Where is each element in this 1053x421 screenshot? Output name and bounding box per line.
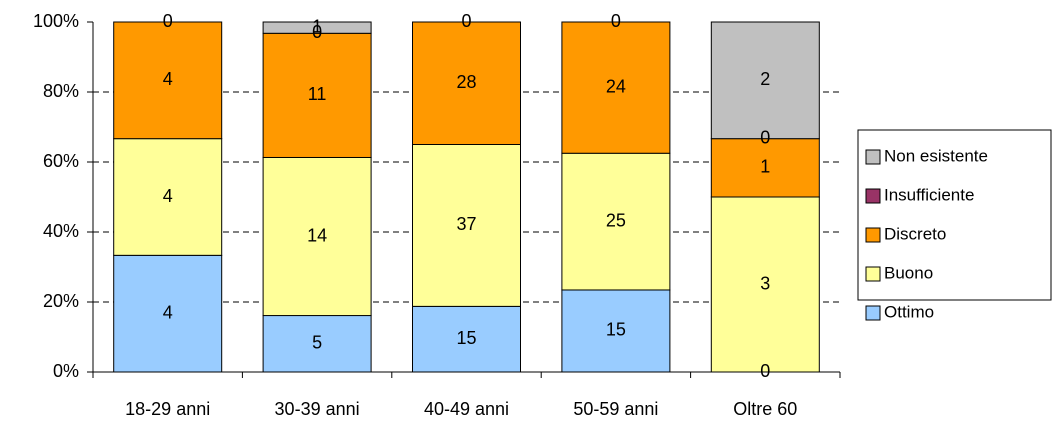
bar-segment [412,305,521,373]
data-label: 0 [760,127,770,147]
data-label: 15 [456,328,476,348]
legend: Ottimo Buono Discreto Insufficiente Non esis… [857,129,1052,321]
legend-swatch [865,227,881,243]
y-tick-label: 20% [43,291,79,311]
x-tick-label: 18-29 anni [125,399,210,419]
bar-segment [710,138,820,198]
data-label: 4 [163,69,173,89]
data-label: 11 [308,84,327,104]
data-label: 0 [461,11,471,31]
y-tick-label: 60% [43,151,79,171]
data-label: 0 [760,361,770,381]
data-label: 2 [760,69,770,89]
data-label: 0 [312,22,322,42]
data-label: 0 [163,11,173,31]
legend-swatch [865,188,881,204]
bar-segment [412,21,521,145]
legend-box [857,129,1052,301]
x-tick-label: 40-49 anni [424,399,509,419]
bar-segment [262,315,372,373]
bar-segment [561,289,671,373]
data-label: 1 [312,16,322,36]
bar-segment [262,21,372,34]
y-tick-label: 100% [33,11,79,31]
bar-segment [412,144,521,307]
data-label: 14 [307,225,327,245]
bar-segment [710,21,820,140]
bar-segment [561,152,671,291]
bar-segment [262,156,372,317]
data-label: 1 [760,157,770,177]
data-label: 15 [606,320,626,340]
data-label: 3 [760,273,770,293]
legend-label: Insufficiente [884,185,974,204]
legend-label: Ottimo [884,302,934,321]
data-label: 0 [611,11,621,31]
data-label: 28 [456,72,476,92]
legend-swatch [865,305,881,321]
legend-label: Buono [884,263,933,282]
data-label: 5 [312,333,322,353]
bar-segment [113,21,223,140]
data-label: 25 [606,210,626,230]
legend-swatch [865,149,881,165]
bar-segment [262,32,372,158]
y-tick-label: 0% [53,361,79,381]
bar-segment [561,21,671,154]
data-label: 37 [456,214,476,234]
legend-label: Non esistente [884,146,988,165]
y-tick-label: 80% [43,81,79,101]
data-label: 24 [606,76,626,96]
legend-label: Discreto [884,224,946,243]
x-tick-label: Oltre 60 [733,399,797,419]
y-tick-label: 40% [43,221,79,241]
x-tick-label: 30-39 anni [275,399,360,419]
bar-segment [710,196,820,373]
data-label: 4 [163,302,173,322]
data-label: 4 [163,186,173,206]
x-tick-label: 50-59 anni [573,399,658,419]
legend-swatch [865,266,881,282]
